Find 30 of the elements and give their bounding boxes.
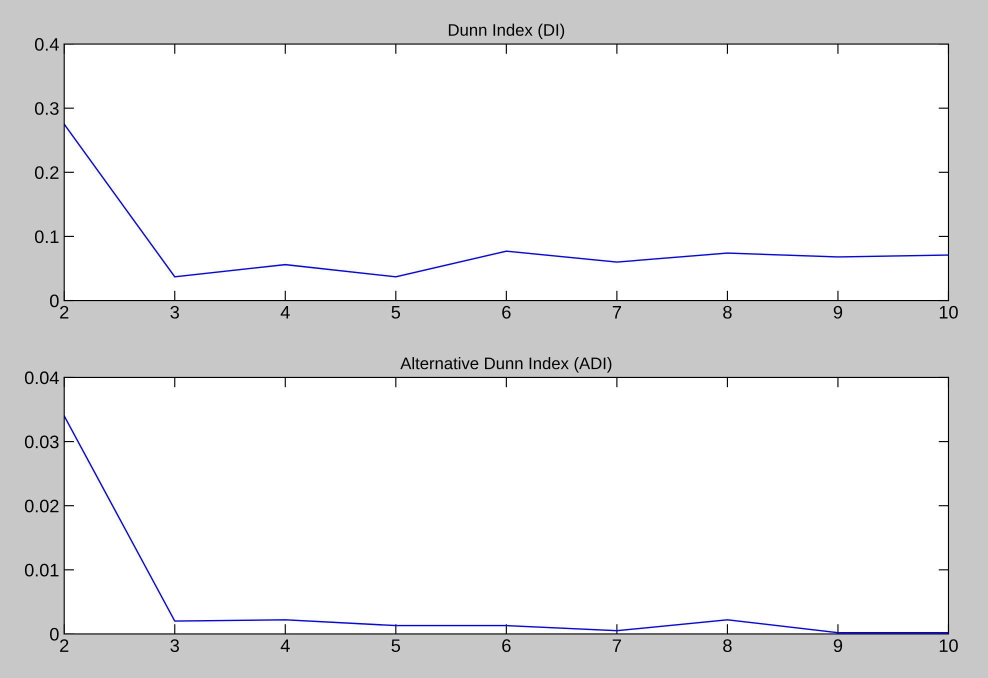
x-tick-label: 2 xyxy=(60,639,68,652)
y-tick-label: 0.4 xyxy=(34,38,59,51)
y-tick-label: 0.03 xyxy=(24,436,59,448)
x-tick-label: 5 xyxy=(392,639,400,652)
x-tick-label: 6 xyxy=(502,306,511,319)
x-tick-label: 3 xyxy=(170,306,179,319)
x-tick-label: 10 xyxy=(940,639,958,652)
x-tick-label: 4 xyxy=(280,639,290,652)
x-tick-label: 8 xyxy=(723,306,732,319)
y-tick-label: 0.3 xyxy=(34,102,59,115)
y-tick-label: 0.1 xyxy=(34,230,58,244)
x-tick-label: 10 xyxy=(940,306,958,319)
x-tick-label: 9 xyxy=(834,639,842,652)
chart-title: Dunn Index (DI) xyxy=(448,24,564,40)
x-tick-label: 7 xyxy=(612,639,621,652)
y-tick-label: 0 xyxy=(50,294,59,308)
y-tick-label: 0 xyxy=(50,628,59,641)
chart-title: Alternative Dunn Index (ADI) xyxy=(400,357,612,373)
y-tick-label: 0.2 xyxy=(34,166,58,180)
x-tick-label: 5 xyxy=(392,306,400,319)
x-tick-label: 3 xyxy=(170,639,179,652)
x-tick-label: 6 xyxy=(502,639,511,652)
y-tick-label: 0.01 xyxy=(24,564,58,577)
x-tick-label: 9 xyxy=(834,306,842,319)
x-tick-label: 7 xyxy=(612,306,621,318)
y-tick-label: 0.02 xyxy=(24,500,58,512)
y-tick-label: 0.04 xyxy=(24,371,59,384)
x-tick-label: 8 xyxy=(723,639,732,652)
x-tick-label: 4 xyxy=(280,306,290,318)
x-tick-label: 2 xyxy=(60,306,68,318)
